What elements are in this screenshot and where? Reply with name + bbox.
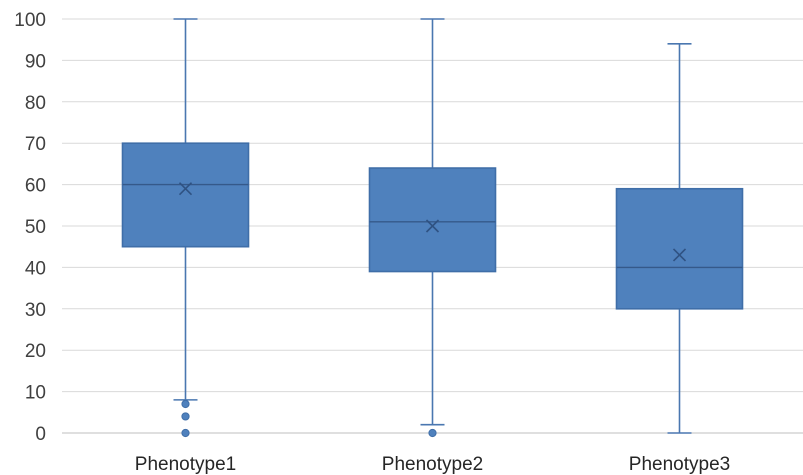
outlier-point <box>181 399 190 409</box>
box-phenotype1 <box>121 18 250 438</box>
y-tick-label: 20 <box>25 341 46 362</box>
mean-marker <box>425 219 440 233</box>
x-category-label: Phenotype2 <box>382 454 483 475</box>
x-axis-labels: Phenotype1 Phenotype2 Phenotype3 <box>135 454 730 475</box>
box-body <box>368 167 497 273</box>
box-phenotype2 <box>368 18 497 438</box>
y-tick-label: 40 <box>25 258 46 279</box>
y-tick-label: 80 <box>25 93 46 114</box>
y-tick-label: 30 <box>25 300 46 321</box>
y-axis-ticks: 0 10 20 30 40 50 60 70 80 90 100 <box>14 10 46 445</box>
mean-marker <box>178 182 193 196</box>
y-tick-label: 0 <box>35 424 46 445</box>
outlier-point <box>428 428 437 438</box>
boxes <box>121 18 744 438</box>
mean-marker <box>672 248 687 262</box>
outlier-point <box>181 428 190 438</box>
box-body <box>121 142 250 248</box>
y-tick-label: 90 <box>25 51 46 72</box>
box-phenotype3 <box>615 43 744 434</box>
x-category-label: Phenotype1 <box>135 454 236 475</box>
x-category-label: Phenotype3 <box>629 454 730 475</box>
outlier-point <box>181 412 190 421</box>
y-tick-label: 60 <box>25 176 46 197</box>
box-body <box>615 187 744 310</box>
y-tick-label: 10 <box>25 383 46 404</box>
y-tick-label: 100 <box>14 10 46 31</box>
y-tick-label: 70 <box>25 134 46 155</box>
y-tick-label: 50 <box>25 217 46 238</box>
